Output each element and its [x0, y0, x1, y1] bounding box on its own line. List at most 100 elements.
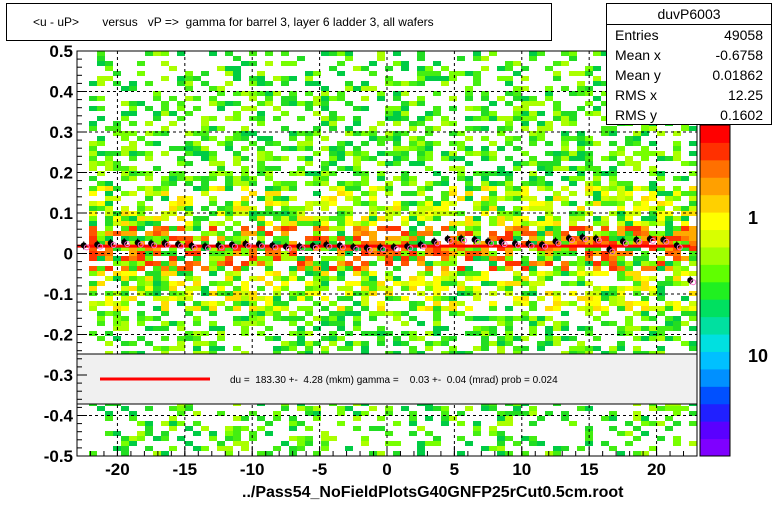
- heatmap-cell: [241, 416, 249, 421]
- heatmap-cell: [617, 306, 625, 311]
- heatmap-cell: [185, 306, 193, 311]
- color-scale-bar: 1100: [699, 76, 770, 457]
- heatmap-cell: [321, 166, 329, 171]
- heatmap-cell: [289, 276, 297, 281]
- heatmap-cell: [449, 131, 457, 136]
- heatmap-cell: [433, 311, 441, 316]
- heatmap-cell: [305, 241, 313, 246]
- profile-point-alt: [339, 244, 346, 251]
- heatmap-cell: [137, 246, 145, 251]
- heatmap-cell: [433, 406, 441, 411]
- heatmap-cell: [233, 131, 241, 136]
- heatmap-cell: [473, 326, 481, 331]
- heatmap-cell: [225, 81, 233, 86]
- heatmap-cell: [137, 336, 145, 341]
- heatmap-cell: [289, 256, 297, 261]
- heatmap-cell: [353, 301, 361, 306]
- heatmap-cell: [121, 406, 129, 411]
- heatmap-cell: [329, 436, 337, 441]
- heatmap-cell: [433, 171, 441, 176]
- heatmap-cell: [129, 166, 137, 171]
- heatmap-cell: [577, 241, 585, 246]
- heatmap-cell: [89, 211, 97, 216]
- heatmap-cell: [225, 116, 233, 121]
- heatmap-cell: [249, 141, 257, 146]
- heatmap-cell: [257, 316, 265, 321]
- heatmap-cell: [497, 281, 505, 286]
- heatmap-cell: [593, 221, 601, 226]
- heatmap-cell: [529, 156, 537, 161]
- heatmap-cell: [273, 201, 281, 206]
- heatmap-cell: [481, 136, 489, 141]
- heatmap-cell: [537, 261, 545, 266]
- heatmap-cell: [361, 201, 369, 206]
- heatmap-cell: [161, 51, 169, 56]
- heatmap-cell: [233, 296, 241, 301]
- heatmap-cell: [489, 266, 497, 271]
- heatmap-cell: [433, 246, 441, 251]
- heatmap-cell: [417, 261, 425, 266]
- heatmap-cell: [89, 236, 97, 241]
- heatmap-cell: [369, 131, 377, 136]
- heatmap-cell: [401, 81, 409, 86]
- heatmap-cell: [129, 191, 137, 196]
- heatmap-cell: [625, 421, 633, 426]
- heatmap-cell: [249, 176, 257, 181]
- heatmap-cell: [689, 241, 697, 246]
- heatmap-cell: [497, 411, 505, 416]
- heatmap-cell: [449, 261, 457, 266]
- heatmap-cell: [465, 181, 473, 186]
- profile-point: [134, 239, 141, 246]
- heatmap-cell: [489, 141, 497, 146]
- heatmap-cell: [313, 221, 321, 226]
- heatmap-cell: [185, 236, 193, 241]
- heatmap-cell: [529, 221, 537, 226]
- colorbar-segment: [700, 334, 730, 352]
- heatmap-cell: [521, 206, 529, 211]
- stats-value: 0.01862: [712, 67, 763, 83]
- profile-point-alt: [447, 237, 454, 244]
- heatmap-cell: [353, 146, 361, 151]
- heatmap-cell: [97, 116, 105, 121]
- heatmap-cell: [441, 121, 449, 126]
- heatmap-cell: [409, 126, 417, 131]
- heatmap-cell: [497, 436, 505, 441]
- heatmap-cell: [113, 126, 121, 131]
- heatmap-cell: [633, 226, 641, 231]
- heatmap-cell: [89, 141, 97, 146]
- heatmap-cell: [473, 331, 481, 336]
- heatmap-cell: [481, 281, 489, 286]
- heatmap-cell: [105, 411, 113, 416]
- heatmap-cell: [409, 346, 417, 351]
- heatmap-cell: [337, 321, 345, 326]
- heatmap-cell: [649, 221, 657, 226]
- heatmap-cell: [553, 296, 561, 301]
- heatmap-cell: [577, 346, 585, 351]
- heatmap-cell: [689, 261, 697, 266]
- heatmap-cell: [177, 326, 185, 331]
- heatmap-cell: [497, 321, 505, 326]
- heatmap-cell: [217, 161, 225, 166]
- heatmap-cell: [161, 451, 169, 456]
- heatmap-cell: [617, 211, 625, 216]
- heatmap-cell: [441, 341, 449, 346]
- heatmap-cell: [337, 226, 345, 231]
- heatmap-cell: [657, 176, 665, 181]
- heatmap-cell: [353, 231, 361, 236]
- heatmap-cell: [145, 231, 153, 236]
- heatmap-cell: [489, 261, 497, 266]
- heatmap-cell: [329, 241, 337, 246]
- heatmap-cell: [489, 181, 497, 186]
- heatmap-cell: [353, 196, 361, 201]
- heatmap-cell: [281, 406, 289, 411]
- y-tick-label: -0.1: [44, 285, 73, 304]
- heatmap-cell: [545, 201, 553, 206]
- heatmap-cell: [545, 326, 553, 331]
- heatmap-cell: [185, 86, 193, 91]
- heatmap-cell: [97, 231, 105, 236]
- heatmap-cell: [665, 216, 673, 221]
- heatmap-cell: [641, 156, 649, 161]
- heatmap-cell: [137, 266, 145, 271]
- heatmap-cell: [297, 266, 305, 271]
- heatmap-cell: [161, 131, 169, 136]
